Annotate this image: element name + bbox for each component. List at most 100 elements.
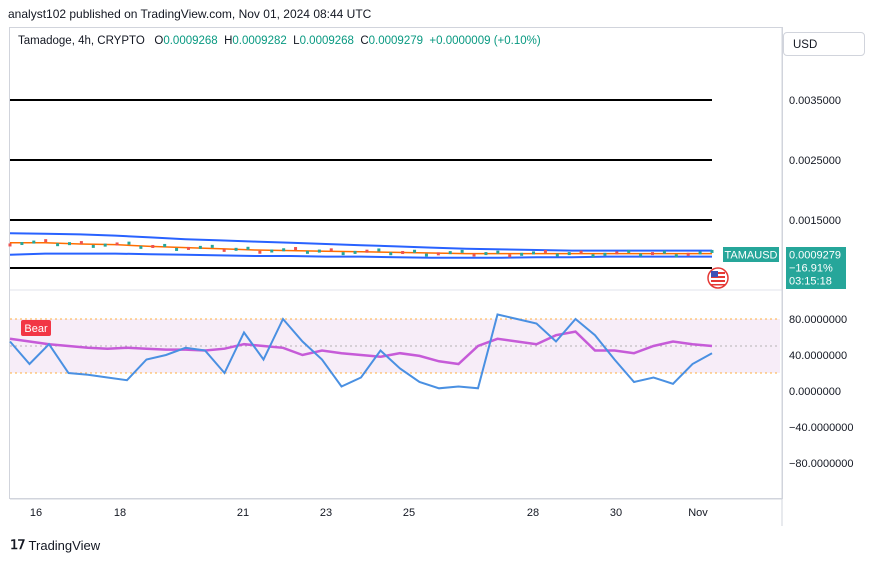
oscillator-tick-label: 0.0000000 — [789, 386, 841, 398]
candle — [579, 250, 583, 254]
oscillator-tick-label: 80.0000000 — [789, 314, 847, 326]
candle — [115, 242, 119, 246]
close-value: 0.0009279 — [368, 35, 424, 47]
candle — [270, 249, 274, 253]
candle — [508, 254, 512, 258]
low-label: L — [293, 35, 300, 47]
candle — [139, 245, 143, 249]
candle — [413, 249, 417, 253]
currency-button[interactable]: USD — [783, 32, 865, 56]
price-tick-label: 0.0015000 — [789, 215, 841, 227]
candle — [32, 240, 36, 244]
candle — [472, 253, 476, 257]
candle — [496, 250, 500, 254]
oscillator-lines — [9, 313, 713, 390]
candle — [662, 250, 666, 254]
bear-badge-text: Bear — [24, 323, 48, 335]
bear-badge — [21, 320, 51, 336]
price-badge-box — [786, 247, 846, 289]
middle-band-line — [10, 242, 712, 255]
price-levels — [10, 99, 712, 269]
symbol-legend: Tamadoge, 4h, CRYPTO O0.0009268 H0.00092… — [18, 35, 541, 47]
candle — [448, 251, 452, 255]
candle — [377, 248, 381, 252]
candle — [698, 251, 702, 255]
price-axis: 0.0035000 0.0025000 0.0015000 — [789, 95, 841, 227]
price-bands — [9, 232, 712, 259]
low-value: 0.0009268 — [299, 35, 354, 47]
candle — [603, 252, 607, 256]
candle — [686, 252, 690, 256]
candle — [651, 252, 655, 256]
candle — [543, 249, 547, 253]
candle — [210, 244, 214, 248]
price-tick-label: 0.0035000 — [789, 95, 841, 107]
date-tick-label: Nov — [688, 507, 708, 519]
close-label: C — [360, 35, 369, 47]
date-tick-label: 21 — [237, 507, 249, 519]
candle — [246, 246, 250, 250]
price-tick-label: 0.0025000 — [789, 155, 841, 167]
candle — [222, 248, 226, 252]
candle — [151, 244, 155, 248]
candle — [674, 254, 678, 258]
date-axis: 16 18 21 23 25 28 30 Nov — [30, 507, 708, 519]
candle — [103, 243, 107, 247]
candle — [56, 243, 60, 247]
high-value: 0.0009282 — [232, 35, 287, 47]
change-value: +0.0000009 (+0.10%) — [429, 35, 541, 47]
candle — [258, 250, 262, 254]
candle — [591, 254, 595, 258]
stoch-d-line — [9, 330, 713, 366]
candle — [627, 249, 631, 253]
candle — [294, 247, 298, 251]
candle — [282, 248, 286, 252]
candle — [424, 253, 428, 257]
candle — [329, 248, 333, 252]
us-flag-icon[interactable] — [707, 267, 729, 289]
price-badge: TAMAUSD 0.0009279 −16.91% 03:15:18 — [723, 247, 846, 289]
candle — [44, 239, 48, 243]
candles — [8, 239, 714, 258]
date-tick-label: 16 — [30, 507, 42, 519]
stoch-k-line — [9, 313, 713, 390]
publisher-header: analyst102 published on TradingView.com,… — [8, 7, 372, 21]
candle — [20, 242, 24, 246]
candle — [175, 247, 179, 251]
candle — [401, 251, 405, 255]
symbol-name[interactable]: Tamadoge, 4h, CRYPTO — [18, 35, 145, 47]
date-tick-label: 23 — [320, 507, 332, 519]
oscillator-tick-label: −80.0000000 — [789, 458, 854, 470]
oscillator-axis: 80.0000000 40.0000000 0.0000000 −40.0000000… — [789, 314, 854, 470]
lower-band-line — [9, 252, 712, 259]
footer-brand: 𝟣𝟩 TradingView — [10, 537, 100, 553]
oscillator-tick-label: −40.0000000 — [789, 422, 854, 434]
candle — [79, 241, 83, 245]
candle — [520, 252, 524, 256]
candle — [341, 252, 345, 256]
badge-change: −16.91% — [789, 263, 833, 275]
candle — [317, 249, 321, 253]
candle — [127, 241, 131, 245]
candle — [198, 245, 202, 249]
candle — [91, 244, 95, 248]
high-label: H — [224, 35, 233, 47]
ticker-badge — [723, 247, 779, 262]
open-label: O — [154, 35, 164, 47]
oscillator-tick-label: 40.0000000 — [789, 350, 847, 362]
candle — [639, 253, 643, 257]
candle — [460, 249, 464, 253]
tradingview-logo-icon: 𝟣𝟩 — [10, 537, 26, 552]
candle — [186, 246, 190, 250]
candle — [567, 252, 571, 256]
ticker-badge-text: TAMAUSD — [725, 250, 778, 262]
candle — [389, 252, 393, 256]
date-tick-label: 18 — [114, 507, 126, 519]
badge-price: 0.0009279 — [789, 250, 841, 262]
candle — [365, 249, 369, 253]
footer-brand-text: TradingView — [28, 537, 101, 553]
candle — [484, 252, 488, 256]
candle — [8, 243, 12, 247]
candle — [234, 247, 238, 251]
date-tick-label: 28 — [527, 507, 539, 519]
